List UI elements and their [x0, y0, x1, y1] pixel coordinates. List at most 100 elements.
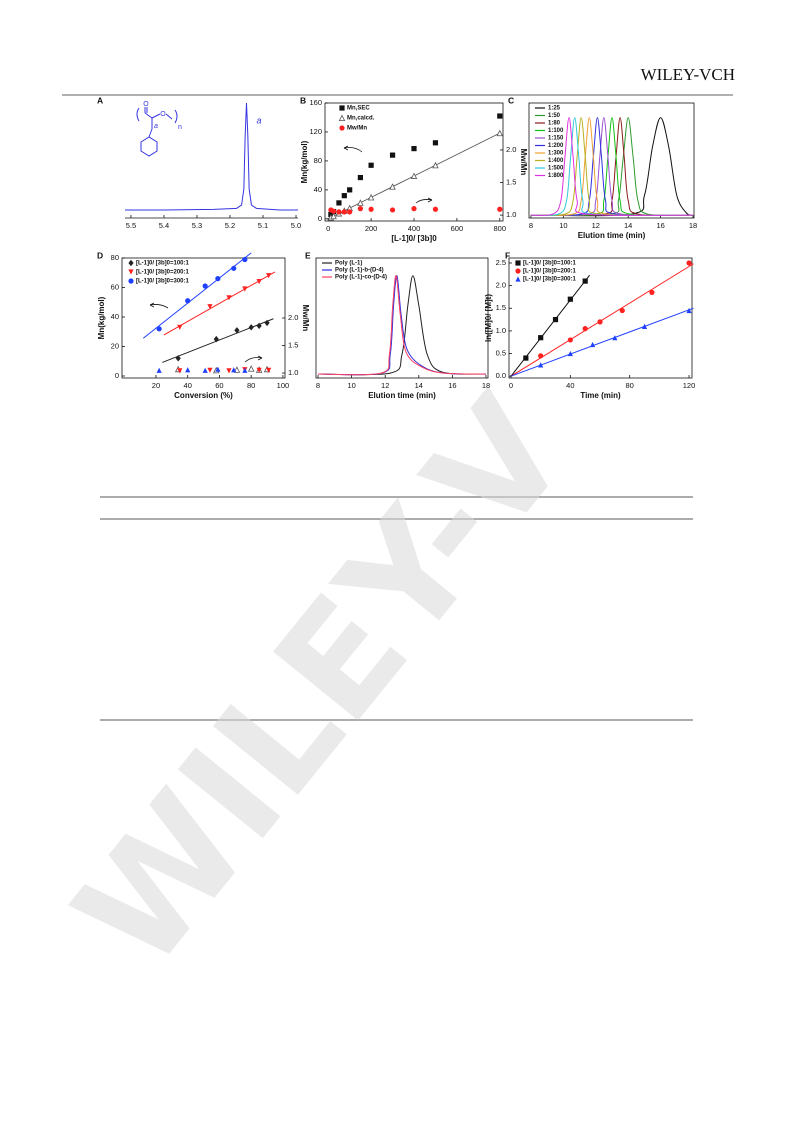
legend-label: [L-1]0/ [3b]0=200:1 [136, 270, 190, 276]
marker [330, 208, 337, 214]
marker [597, 319, 603, 325]
marker [432, 161, 439, 169]
legend-label: 1:25 [548, 106, 561, 112]
marker [248, 324, 254, 331]
legend-label: [L-1]0/ [3b]0=100:1 [523, 261, 577, 267]
arrowhead [257, 355, 263, 361]
panel-letter: F [505, 250, 510, 260]
y2-tick-label: 1.0 [506, 210, 516, 219]
marker [567, 350, 573, 357]
marker [389, 183, 396, 190]
marker [336, 209, 342, 215]
legend-marker [339, 125, 345, 131]
marker [156, 367, 162, 373]
x-tick-label: 800 [494, 224, 507, 233]
y2-tick-label: 2.0 [288, 313, 298, 322]
marker [411, 206, 417, 212]
marker [185, 367, 191, 373]
arrow [244, 357, 263, 363]
marker [242, 256, 248, 263]
legend-label: 1:80 [548, 121, 561, 127]
x-axis-label: Elution time (min) [368, 391, 436, 400]
marker [231, 367, 237, 373]
peak-label: a [256, 115, 261, 125]
marker [357, 206, 363, 212]
line-series [318, 275, 486, 376]
line-series [530, 117, 694, 216]
plot-frame [528, 102, 695, 219]
legend-marker [339, 105, 345, 111]
marker [264, 319, 270, 327]
legend-label: 1:150 [548, 136, 564, 142]
x-tick-label: 60 [215, 381, 223, 390]
y-tick-label: 2.0 [496, 281, 506, 290]
y-tick-label: 1.5 [496, 303, 506, 312]
bond [151, 113, 161, 119]
x-tick-label: 100 [277, 381, 290, 390]
y-tick-label: 2.5 [496, 258, 506, 267]
arrowhead [149, 302, 155, 308]
marker [497, 206, 503, 212]
marker [497, 113, 503, 119]
y2-tick-label: 1.0 [288, 368, 298, 377]
marker [156, 326, 162, 332]
marker [215, 366, 221, 372]
legend-marker [128, 278, 134, 284]
plot-frame [315, 257, 489, 379]
x-tick-label: 5.2 [225, 221, 235, 230]
bond [165, 113, 173, 120]
x-tick-label: 600 [451, 224, 464, 233]
legend-label: 1:300 [548, 151, 564, 157]
marker [207, 304, 213, 310]
legend-label: 1:500 [548, 166, 564, 172]
x-axis-label: Conversion (%) [174, 391, 233, 400]
x-tick-label: 16 [448, 381, 456, 390]
plot-frame [508, 257, 693, 379]
marker [256, 278, 262, 285]
marker [538, 362, 544, 368]
arrow [149, 304, 169, 309]
marker [523, 355, 529, 361]
legend-label: Mn,SEC [347, 106, 370, 112]
marker [389, 207, 396, 213]
marker [649, 289, 655, 296]
x-tick-label: 5.0 [291, 221, 301, 230]
bracket [174, 109, 178, 124]
legend-marker [515, 268, 521, 274]
marker [347, 209, 353, 215]
x-tick-label: 5.4 [159, 221, 169, 230]
x-tick-label: 200 [365, 224, 378, 233]
legend-label: [L-1]0/ [3b]0=300:1 [523, 277, 577, 283]
chart-panel: C 8 10 12 14 16 18 Elution time (min) 1:251:50 1:… [508, 95, 697, 240]
arrow [343, 147, 363, 153]
legend-marker [128, 259, 134, 267]
x-tick-label: 120 [683, 381, 696, 390]
legend-label: [L-1]0/ [3b]0=200:1 [523, 269, 577, 275]
x-axis-label: Elution time (min) [578, 231, 646, 240]
panel-letter: C [508, 95, 514, 105]
panel-letter: A [97, 95, 103, 105]
marker [589, 341, 596, 348]
y-tick-label: 0 [115, 371, 119, 380]
x-axis-label: Time (min) [580, 391, 621, 400]
x-tick-label: 80 [626, 381, 634, 390]
marker [432, 140, 439, 146]
marker [389, 152, 396, 158]
y-tick-label: 40 [111, 312, 119, 321]
marker [367, 193, 375, 201]
y-tick-label: 160 [309, 98, 322, 107]
x-tick-label: 14 [415, 381, 423, 390]
x-tick-label: 5.3 [192, 221, 202, 230]
x-axis-label: [L-1]0/ [3b]0 [391, 234, 437, 243]
chart-panel: F 0 40 80 120 0.0 0.5 1.0 1.5 2.0 2.5 Time (min) ln(… [484, 250, 695, 400]
x-tick-label: 14 [624, 221, 632, 230]
x-tick-label: 5.5 [126, 221, 136, 230]
marker [207, 367, 213, 373]
x-tick-label: 8 [316, 381, 320, 390]
legend-label: 1:50 [548, 113, 561, 119]
y-tick-label: 120 [309, 127, 322, 136]
marker [582, 278, 588, 284]
marker [496, 129, 504, 137]
y2-tick-label: 2.0 [506, 145, 516, 154]
